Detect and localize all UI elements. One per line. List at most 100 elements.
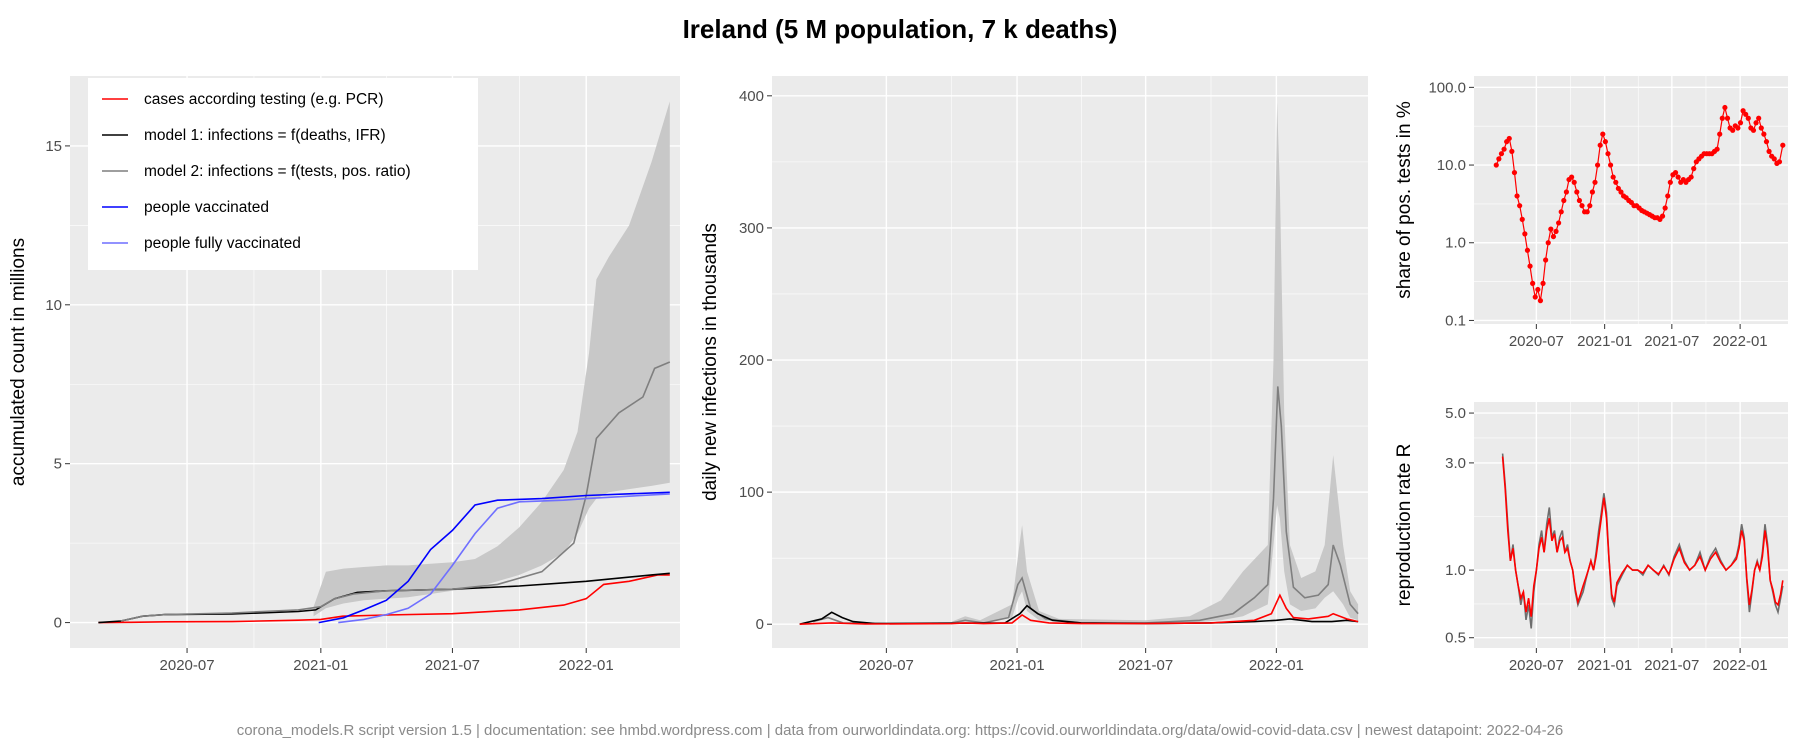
legend-label: model 2: infections = f(tests, pos. rati…	[144, 163, 411, 180]
y-tick-label: 10	[45, 297, 62, 314]
y-tick-label: 300	[739, 220, 764, 237]
data-point	[1524, 247, 1531, 253]
footer-source-note: corona_models.R script version 1.5 | doc…	[236, 722, 1564, 739]
legend-label: cases according testing (e.g. PCR)	[144, 91, 384, 108]
data-point	[1589, 189, 1595, 195]
series-line-model-2-infections-f-tests-pos-ratio	[812, 386, 1359, 625]
data-point	[1688, 174, 1694, 180]
panel-positive-share: 2020-07 2021-01 2021-07 2022-01 0.1 1.0 10.0 10…	[1394, 76, 1788, 350]
x-tick-label: 2020-07	[1509, 657, 1564, 674]
figure-title: Ireland (5 M population, 7 k deaths)	[682, 14, 1118, 44]
data-point	[1766, 148, 1772, 154]
data-point	[1556, 220, 1562, 226]
series-line-people-fully-vaccinated	[338, 493, 670, 624]
data-point	[1543, 257, 1549, 263]
data-point	[1530, 280, 1536, 286]
series-line-cases-according-testing-e-g-pcr	[98, 574, 670, 624]
legend: cases according testing (e.g. PCR) model …	[88, 78, 478, 270]
panel-reproduction-rate: 2020-07 2021-01 2021-07 2022-01 0.5 1.0 3.0 5.0…	[1394, 402, 1788, 674]
data-point	[1514, 193, 1520, 199]
data-point	[1517, 203, 1523, 209]
data-point	[1756, 115, 1762, 121]
data-point	[1691, 166, 1697, 172]
data-point	[1776, 159, 1783, 165]
data-point	[1758, 125, 1764, 131]
data-point	[1665, 193, 1671, 199]
y-tick-label: 400	[739, 88, 764, 105]
data-point	[1618, 189, 1624, 195]
y-tick-label: 0.5	[1445, 630, 1466, 647]
data-point	[1574, 189, 1580, 195]
y-tick-label: 1.0	[1445, 562, 1466, 579]
data-point	[1519, 216, 1525, 222]
series-line-model-2-infections-f-tests-pos-ratio	[120, 361, 671, 622]
data-point	[1724, 115, 1731, 121]
data-point	[1737, 120, 1744, 126]
y-tick-label: 100.0	[1428, 79, 1466, 96]
data-point	[1527, 263, 1533, 269]
data-point	[1753, 120, 1759, 126]
data-point	[1569, 174, 1575, 180]
data-point	[1558, 209, 1564, 215]
data-point	[1584, 209, 1590, 215]
data-point	[1540, 280, 1546, 286]
data-point	[1548, 226, 1554, 232]
x-tick-label: 2020-07	[160, 657, 215, 674]
legend-label: people vaccinated	[144, 199, 269, 216]
data-point	[1672, 169, 1679, 176]
y-axis-label: reproduction rate R	[1394, 444, 1415, 607]
data-point	[1659, 213, 1666, 219]
data-point	[1722, 104, 1728, 111]
data-point	[1745, 115, 1751, 121]
data-point	[1613, 179, 1619, 185]
legend-label: people fully vaccinated	[144, 235, 301, 252]
series-line-model-1-infections-f-deaths-ifr	[799, 604, 1359, 625]
data-point	[1587, 203, 1593, 209]
data-point	[1605, 151, 1611, 157]
y-tick-label: 5.0	[1445, 405, 1466, 422]
data-point	[1498, 151, 1505, 157]
y-tick-label: 3.0	[1445, 455, 1466, 472]
x-tick-label: 2022-01	[559, 657, 614, 674]
data-point	[1780, 142, 1786, 148]
data-point	[1763, 139, 1770, 145]
data-point	[1719, 115, 1725, 121]
y-axis-label: accumulated count in millions	[8, 238, 29, 486]
data-point	[1501, 146, 1507, 152]
data-point	[1667, 179, 1673, 185]
data-point	[1717, 131, 1723, 137]
x-tick-label: 2022-01	[1713, 333, 1768, 350]
data-point	[1607, 162, 1614, 168]
x-tick-label: 2022-01	[1249, 657, 1304, 674]
data-point	[1571, 179, 1577, 185]
data-point	[1545, 240, 1551, 246]
series-line-series-1	[1501, 456, 1784, 617]
panel-accumulated: 2020-07 2021-01 2021-07 2022-01 0 5 10 15 accumu…	[8, 76, 680, 674]
data-point	[1735, 125, 1741, 131]
y-axis-label: share of pos. tests in %	[1394, 101, 1415, 299]
x-tick-label: 2021-01	[293, 657, 348, 674]
x-tick-label: 2021-01	[1577, 657, 1632, 674]
y-axis-label: daily new infections in thousands	[700, 223, 721, 501]
x-tick-label: 2021-07	[1644, 657, 1699, 674]
x-tick-label: 2021-01	[990, 657, 1045, 674]
x-tick-label: 2020-07	[1509, 333, 1564, 350]
data-point	[1600, 131, 1606, 137]
data-point	[1730, 127, 1736, 133]
data-point	[1493, 162, 1499, 168]
model-2-uncertainty-band	[951, 102, 1359, 625]
data-point	[1615, 185, 1621, 192]
data-point	[1662, 205, 1668, 211]
data-point	[1602, 139, 1608, 145]
data-point	[1594, 162, 1601, 168]
y-tick-label: 0	[756, 616, 764, 633]
y-tick-label: 0	[54, 615, 62, 632]
data-point	[1550, 233, 1557, 240]
data-point	[1535, 286, 1541, 293]
y-tick-label: 0.1	[1445, 312, 1466, 329]
data-point	[1511, 169, 1518, 176]
data-point	[1771, 156, 1777, 162]
data-point	[1532, 294, 1538, 300]
data-point	[1675, 174, 1681, 180]
